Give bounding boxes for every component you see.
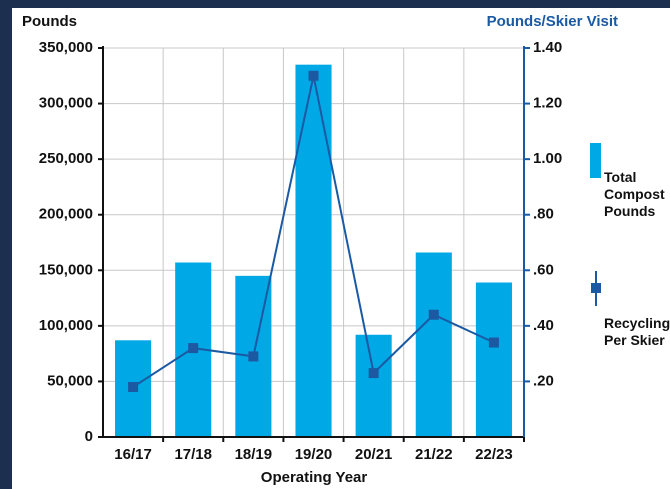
marker — [128, 381, 139, 392]
marker — [308, 70, 319, 81]
y2-tick-label: 1.00 — [533, 150, 562, 167]
y2-tick-label: 1.40 — [533, 39, 562, 56]
y2-tick-label: 1.20 — [533, 95, 562, 112]
y2-tick-label: .20 — [533, 372, 554, 389]
y2-tick-label: .40 — [533, 317, 554, 334]
marker — [488, 337, 499, 348]
bar — [355, 334, 392, 437]
x-tick-label: 17/18 — [174, 446, 212, 463]
x-tick-label: 20/21 — [355, 446, 393, 463]
y-tick-label: 350,000 — [39, 39, 93, 56]
x-tick-label: 18/19 — [235, 446, 273, 463]
x-tick-label: 22/23 — [475, 446, 513, 463]
y-tick-label: 250,000 — [39, 150, 93, 167]
y2-tick-label: .60 — [533, 261, 554, 278]
legend-label: Recycling Per Skier — [604, 315, 670, 348]
y-tick-label: 150,000 — [39, 261, 93, 278]
x-axis-title: Operating Year — [261, 469, 368, 486]
x-tick-label: 16/17 — [114, 446, 152, 463]
marker — [428, 309, 439, 320]
bar — [295, 64, 332, 437]
y2-tick-label: .80 — [533, 206, 554, 223]
legend-label: Total Compost Pounds — [604, 169, 665, 219]
bar — [415, 252, 452, 437]
y2-axis-title: Pounds/Skier Visit — [487, 13, 618, 30]
marker — [248, 351, 259, 362]
y-tick-label: 50,000 — [47, 372, 93, 389]
y-axis-title: Pounds — [22, 13, 77, 30]
y-tick-label: 300,000 — [39, 95, 93, 112]
marker — [368, 368, 379, 379]
y-tick-label: 100,000 — [39, 317, 93, 334]
chart-panel: Pounds Pounds/Skier Visit Operating Year… — [12, 8, 670, 489]
x-tick-label: 19/20 — [295, 446, 333, 463]
y-tick-label: 200,000 — [39, 206, 93, 223]
legend-swatch — [591, 283, 601, 293]
legend-swatch — [590, 143, 601, 178]
bar — [475, 282, 512, 437]
y-tick-label: 0 — [85, 428, 93, 445]
marker — [188, 343, 199, 354]
chart: Pounds Pounds/Skier Visit Operating Year… — [22, 13, 618, 486]
x-tick-label: 21/22 — [415, 446, 453, 463]
